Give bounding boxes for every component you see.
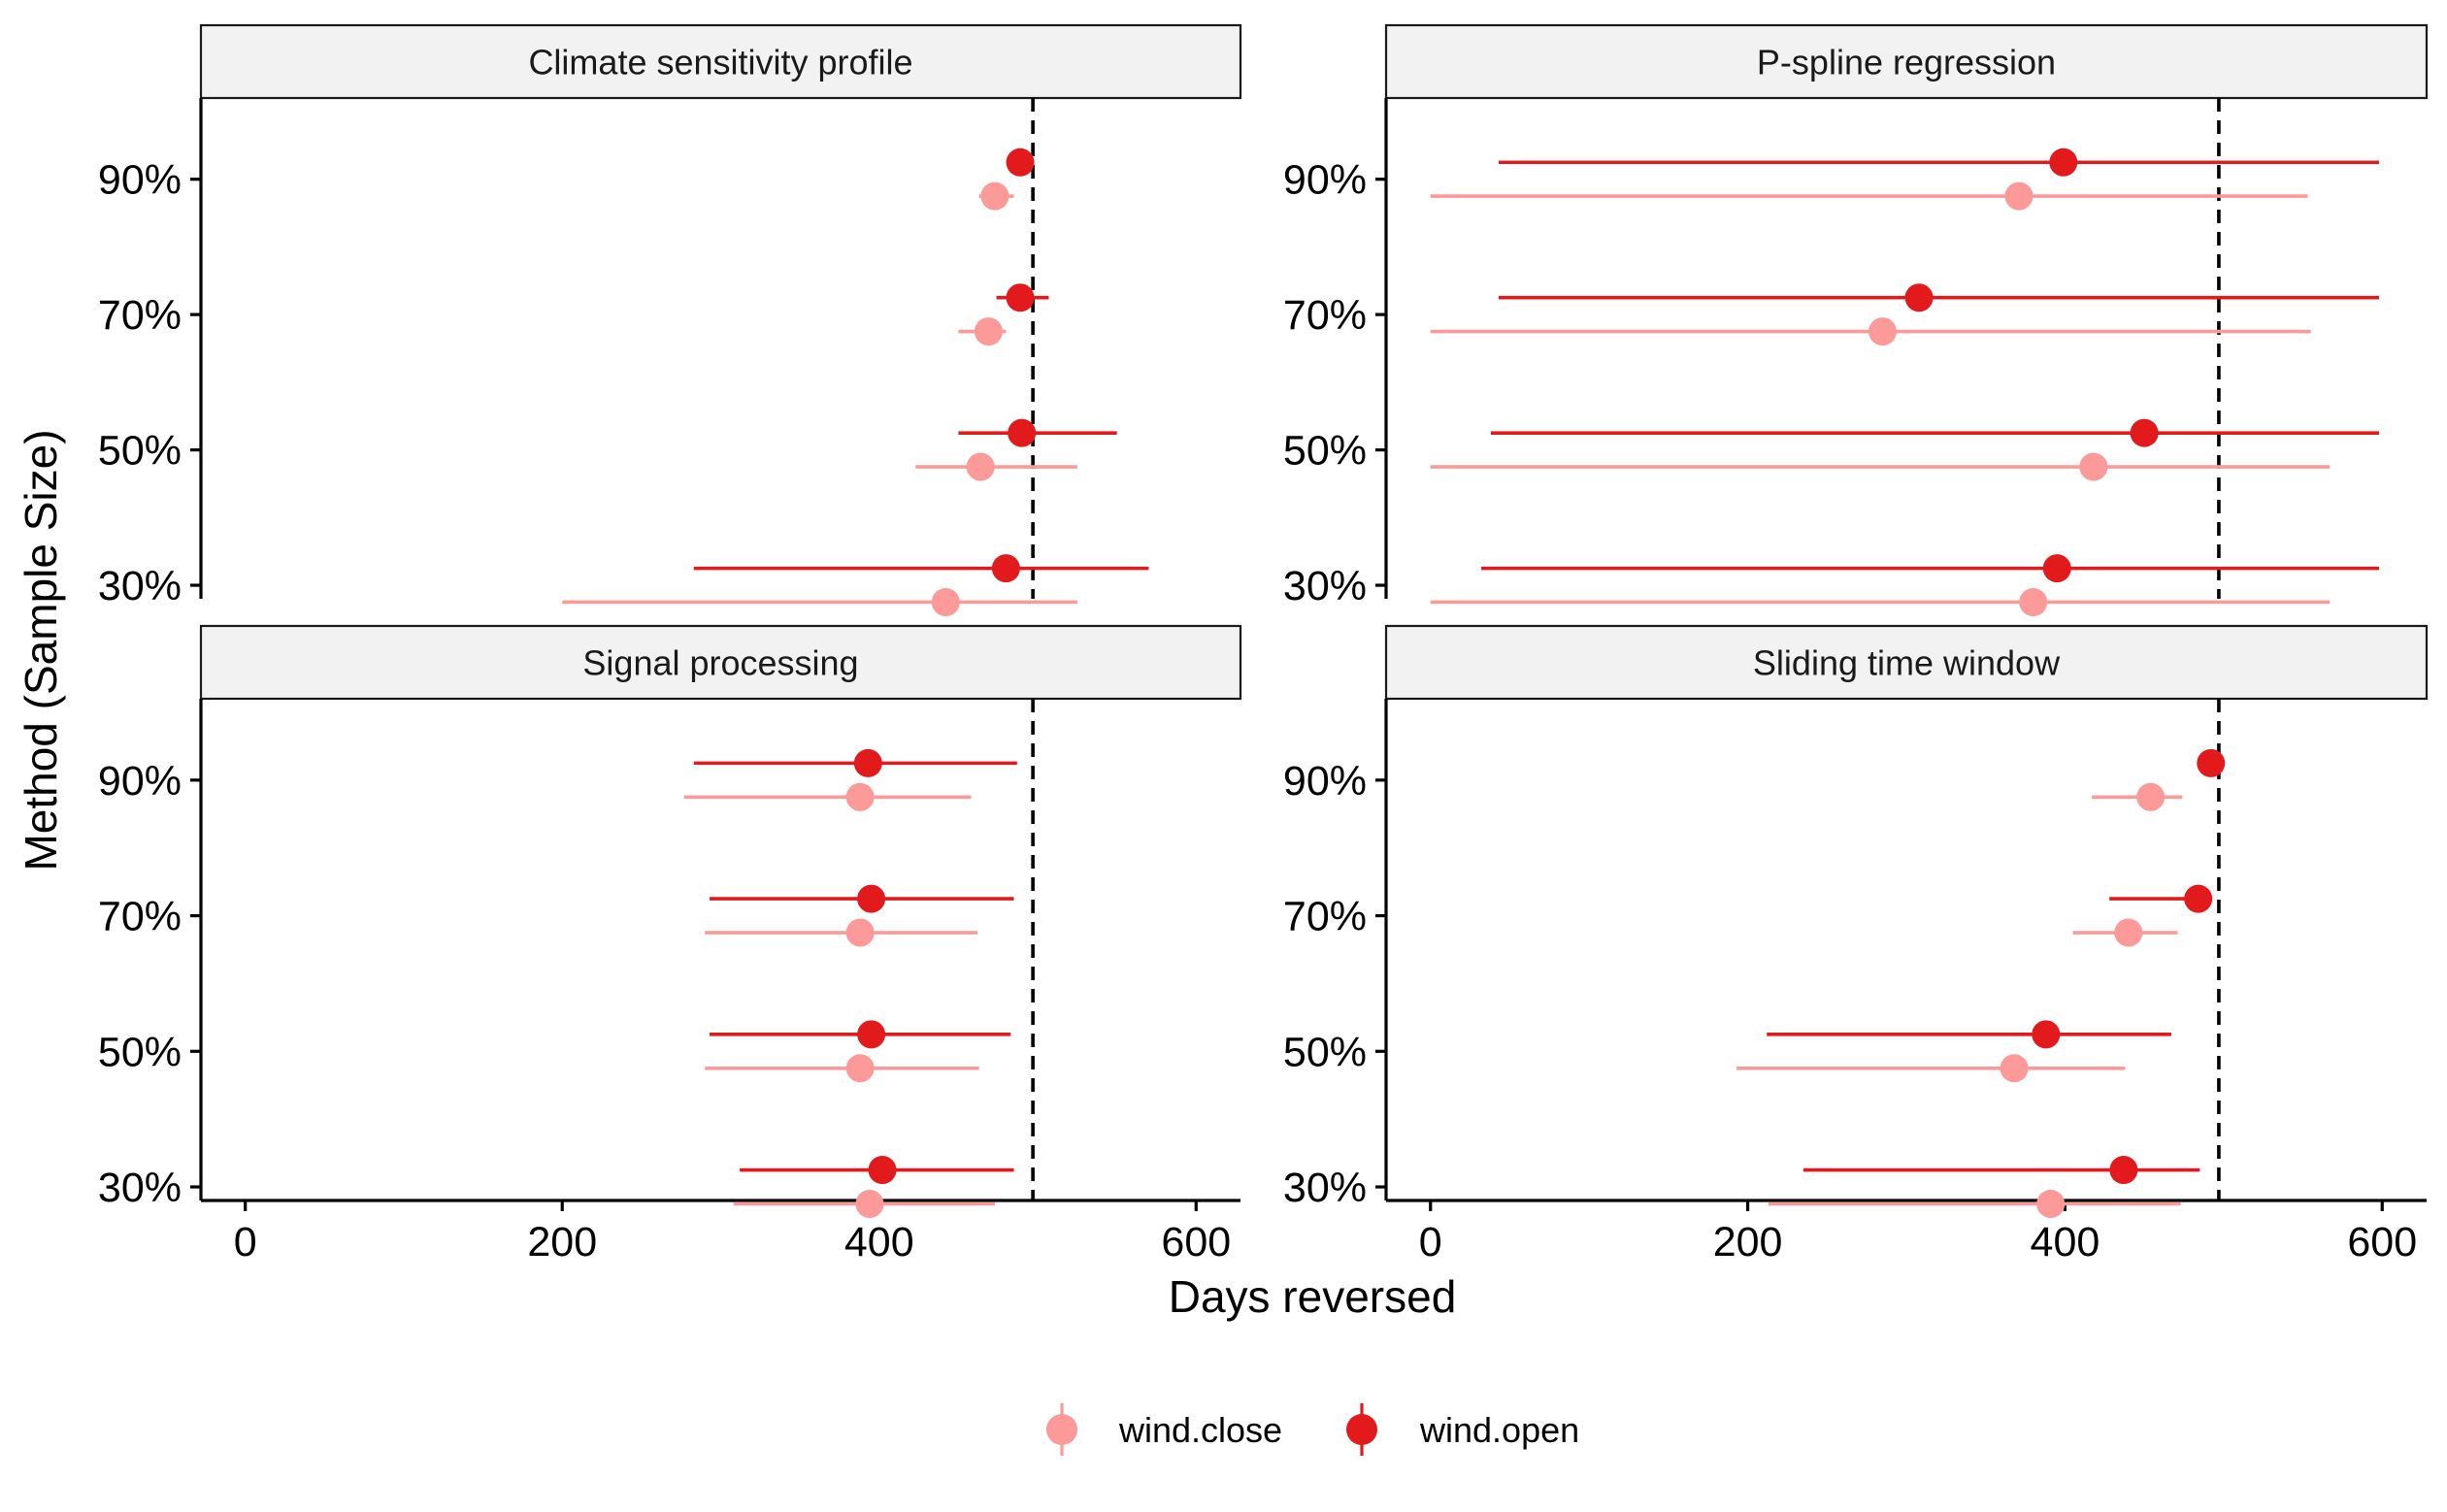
data-point <box>853 748 882 777</box>
data-point <box>1868 317 1897 346</box>
legend-item-wind-open: wind.open <box>1346 1403 1579 1456</box>
panel-title: P-spline regression <box>1757 43 2056 82</box>
data-point <box>845 1054 875 1083</box>
panel-title: Climate sensitivity profile <box>528 43 912 82</box>
data-point <box>2000 1054 2029 1083</box>
data-point <box>2114 918 2143 947</box>
legend-key-point-wind-close <box>1046 1414 1077 1445</box>
series-wind-close <box>683 782 995 1218</box>
y-tick-label: 30% <box>98 563 182 609</box>
data-point <box>2184 884 2213 913</box>
data-point <box>1008 418 1037 447</box>
x-tick-label: 200 <box>527 1219 597 1265</box>
y-tick-label: 90% <box>1283 758 1367 805</box>
data-point <box>974 317 1003 346</box>
panels-layer: Climate sensitivity profile30%50%70%90%P… <box>98 23 2429 1265</box>
panel-sliding-time-window: Sliding time window 30% 50% 70% 90% 0 200 400 60… <box>1283 624 2429 1265</box>
y-tick-label: 30% <box>1283 1165 1367 1211</box>
data-point <box>1006 148 1035 177</box>
y-axis-title: Method (Sample Size) <box>16 429 66 871</box>
x-tick-label: 0 <box>1419 1219 1442 1265</box>
series-wind-open <box>693 748 1017 1185</box>
y-tick-label: 70% <box>1283 894 1367 940</box>
y-tick-label: 90% <box>98 758 182 805</box>
panel-climate-sensitivity-profile: Climate sensitivity profile 30% 50% 70% 90% <box>98 23 1242 616</box>
x-tick-label: 0 <box>234 1219 257 1265</box>
legend: wind.close wind.open <box>1046 1403 1579 1456</box>
y-tick-label: 30% <box>1283 563 1367 609</box>
data-point <box>857 1020 886 1049</box>
y-tick-label: 50% <box>98 1029 182 1075</box>
data-point <box>2197 748 2226 777</box>
legend-label-wind-open: wind.open <box>1419 1410 1579 1450</box>
data-point <box>966 452 995 481</box>
series-wind-close <box>1736 782 2183 1218</box>
x-tick-label: 200 <box>1713 1219 1783 1265</box>
data-point <box>1904 283 1934 312</box>
panel-title: Sliding time window <box>1753 643 2061 683</box>
data-point <box>845 918 875 947</box>
data-point <box>855 1189 884 1218</box>
panel-strip <box>199 23 1242 100</box>
legend-key-point-wind-open <box>1346 1414 1377 1445</box>
x-tick-label: 400 <box>2031 1219 2100 1265</box>
y-tick-label: 50% <box>1283 428 1367 475</box>
y-tick-label: 90% <box>98 157 182 204</box>
series-wind-close <box>1430 181 2331 616</box>
series-wind-open <box>693 148 1149 583</box>
data-point <box>2036 1189 2066 1218</box>
data-point <box>2109 1156 2138 1185</box>
data-point <box>2019 587 2048 616</box>
y-tick-label: 50% <box>98 428 182 475</box>
panel-title: Signal processing <box>582 643 858 683</box>
data-point <box>2136 782 2166 811</box>
data-point <box>931 587 960 616</box>
series-wind-open <box>1481 148 2379 583</box>
data-point <box>2049 148 2078 177</box>
data-point <box>868 1156 897 1185</box>
panel-p-spline-regression: P-spline regression 30% 50% 70% 90% <box>1283 23 2429 616</box>
legend-label-wind-close: wind.close <box>1118 1410 1282 1450</box>
panel-strip <box>1384 624 2429 701</box>
y-tick-label: 30% <box>98 1165 182 1211</box>
data-point <box>2032 1020 2061 1049</box>
legend-item-wind-close: wind.close <box>1046 1403 1282 1456</box>
y-tick-label: 70% <box>98 894 182 940</box>
series-wind-open <box>1767 748 2226 1185</box>
series-wind-close <box>562 181 1077 616</box>
panel-signal-processing: Signal processing 30% 50% 70% 90% 0 200 400 600 <box>98 624 1242 1265</box>
x-tick-label: 600 <box>2347 1219 2417 1265</box>
data-point <box>845 782 875 811</box>
data-point <box>2042 554 2071 583</box>
y-tick-label: 90% <box>1283 157 1367 204</box>
data-point <box>2004 181 2034 211</box>
y-tick-label: 70% <box>98 292 182 339</box>
data-point <box>857 884 886 913</box>
y-tick-label: 70% <box>1283 292 1367 339</box>
x-axis-title: Days reversed <box>1169 1271 1457 1322</box>
x-tick-label: 600 <box>1161 1219 1231 1265</box>
data-point <box>1006 283 1035 312</box>
data-point <box>2130 418 2159 447</box>
panel-strip <box>199 624 1242 701</box>
x-tick-label: 400 <box>844 1219 914 1265</box>
data-point <box>2079 452 2108 481</box>
data-point <box>991 554 1020 583</box>
y-tick-label: 50% <box>1283 1029 1367 1075</box>
panel-strip <box>1384 23 2429 100</box>
data-point <box>980 181 1009 211</box>
